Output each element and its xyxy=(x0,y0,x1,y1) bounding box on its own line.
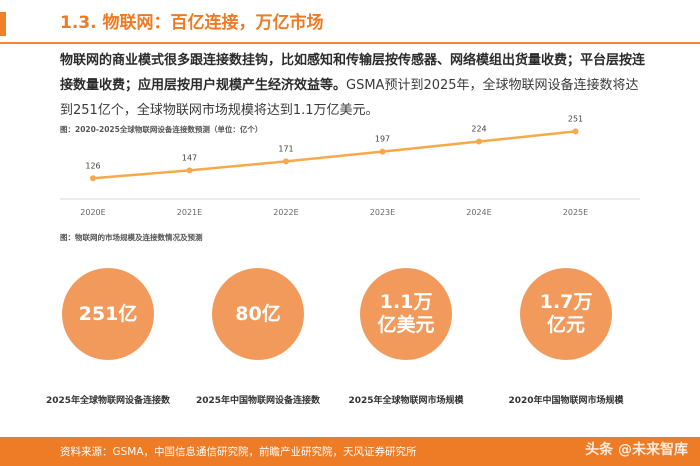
data-label: 197 xyxy=(375,135,390,144)
stats-caption: 图：物联网的市场规模及连接数情况及预测 xyxy=(60,233,203,242)
x-tick-label: 2023E xyxy=(370,208,395,217)
series-line xyxy=(92,130,576,180)
stat-circle-3: 1.1万 亿美元 xyxy=(360,268,452,360)
stat-value-2: 80亿 xyxy=(235,302,281,325)
footer-source: 资料来源：GSMA，中国信息通信研究院，前瞻产业研究院，天风证券研究所 xyxy=(60,446,417,458)
data-label: 126 xyxy=(85,161,100,170)
body-paragraph: 物联网的商业模式很多跟连接数挂钩，比如感知和传输层按传感器、网络模组出货量收费；… xyxy=(60,48,650,123)
data-label: 224 xyxy=(471,125,486,134)
watermark: 头条 @未来智库 xyxy=(585,442,688,458)
body-light-text: GSMA预计到2025年，全球物联网设备连接数将达到251亿个，全球物联网市场规… xyxy=(60,78,639,118)
x-tick-label: 2022E xyxy=(273,208,298,217)
stat-circle-2: 80亿 xyxy=(212,268,304,360)
data-point xyxy=(379,148,386,155)
stat-label-3: 2025年全球物联网市场规模 xyxy=(348,396,464,406)
data-point xyxy=(186,167,193,174)
stat-circle-4: 1.7万 亿元 xyxy=(520,268,612,360)
data-point xyxy=(283,158,289,165)
stat-value-1: 251亿 xyxy=(78,302,138,325)
stat-value-4: 1.7万 亿元 xyxy=(539,291,593,336)
data-label: 147 xyxy=(182,153,197,162)
stat-label-1: 2025年全球物联网设备连接数 xyxy=(45,396,171,406)
data-label: 251 xyxy=(568,114,583,123)
title-accent-bar xyxy=(0,12,6,36)
x-tick-label: 2024E xyxy=(466,208,491,217)
stat-value-3: 1.1万 亿美元 xyxy=(377,291,435,336)
data-point xyxy=(90,175,96,182)
x-tick-label: 2025E xyxy=(563,208,588,217)
chart-caption: 图：2020-2025全球物联网设备连接数预测（单位：亿个） xyxy=(60,125,263,134)
data-label: 171 xyxy=(278,144,293,153)
page-title: 1.3. 物联网：百亿连接，万亿市场 xyxy=(60,13,324,33)
line-chart: 126 147 171 197 224 251 2020E 2021E 2022E 2023E 2… xyxy=(60,114,640,217)
body-bold-text: 物联网的商业模式很多跟连接数挂钩，比如感知和传输层按传感器、网络模组出货量收费；… xyxy=(60,53,646,93)
title-bar: 1.3. 物联网：百亿连接，万亿市场 xyxy=(0,6,700,44)
data-point xyxy=(476,138,482,145)
x-tick-label: 2021E xyxy=(177,208,202,217)
stat-label-4: 2020年中国物联网市场规模 xyxy=(508,396,624,406)
data-point xyxy=(572,128,579,135)
x-tick-label: 2020E xyxy=(80,208,105,217)
stat-circle-1: 251亿 xyxy=(62,268,154,360)
footer-bar: 资料来源：GSMA，中国信息通信研究院，前瞻产业研究院，天风证券研究所 头条 @… xyxy=(0,437,700,466)
stat-label-2: 2025年中国物联网设备连接数 xyxy=(195,396,321,406)
